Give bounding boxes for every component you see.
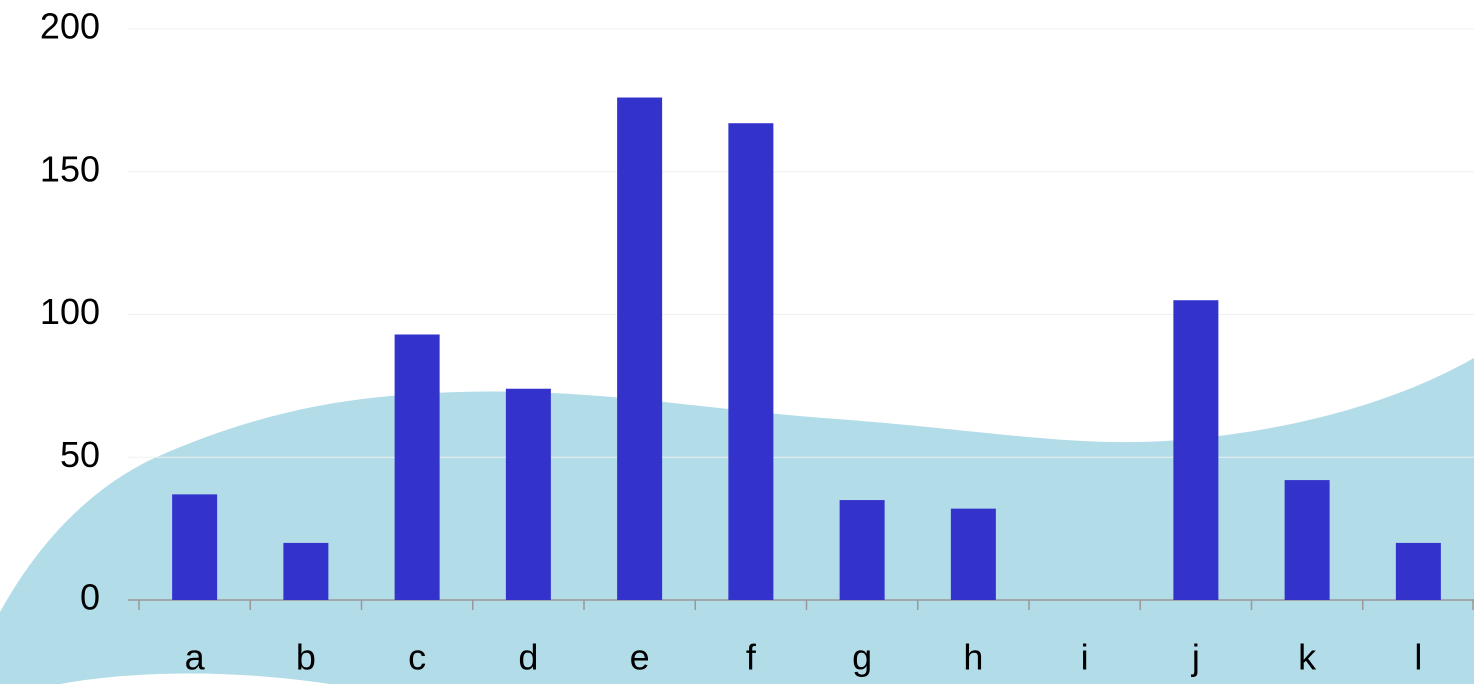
x-tick-label: c [408,637,426,678]
bar [1284,480,1330,600]
x-tick-label: g [852,637,872,678]
bar [1173,300,1219,600]
bar [172,494,218,600]
y-tick-label: 50 [60,434,100,475]
bar [950,508,996,600]
bar [505,388,551,600]
bar [394,334,440,600]
x-tick-label: k [1298,637,1317,678]
y-tick-label: 200 [40,6,100,47]
x-tick-label: e [630,637,650,678]
bar [283,542,329,600]
y-tick-label: 0 [80,577,100,618]
x-tick-label: l [1414,637,1422,678]
x-tick-label: b [296,637,316,678]
x-tick-label: i [1081,637,1089,678]
x-tick-label: d [518,637,538,678]
x-tick-label: f [746,637,757,678]
bar [1395,542,1441,600]
bar [839,500,885,600]
x-tick-label: j [1191,637,1200,678]
x-tick-label: a [185,637,206,678]
x-tick-label: h [963,637,983,678]
y-tick-label: 100 [40,291,100,332]
bar [728,123,774,600]
y-tick-label: 150 [40,148,100,189]
bar [617,97,663,601]
